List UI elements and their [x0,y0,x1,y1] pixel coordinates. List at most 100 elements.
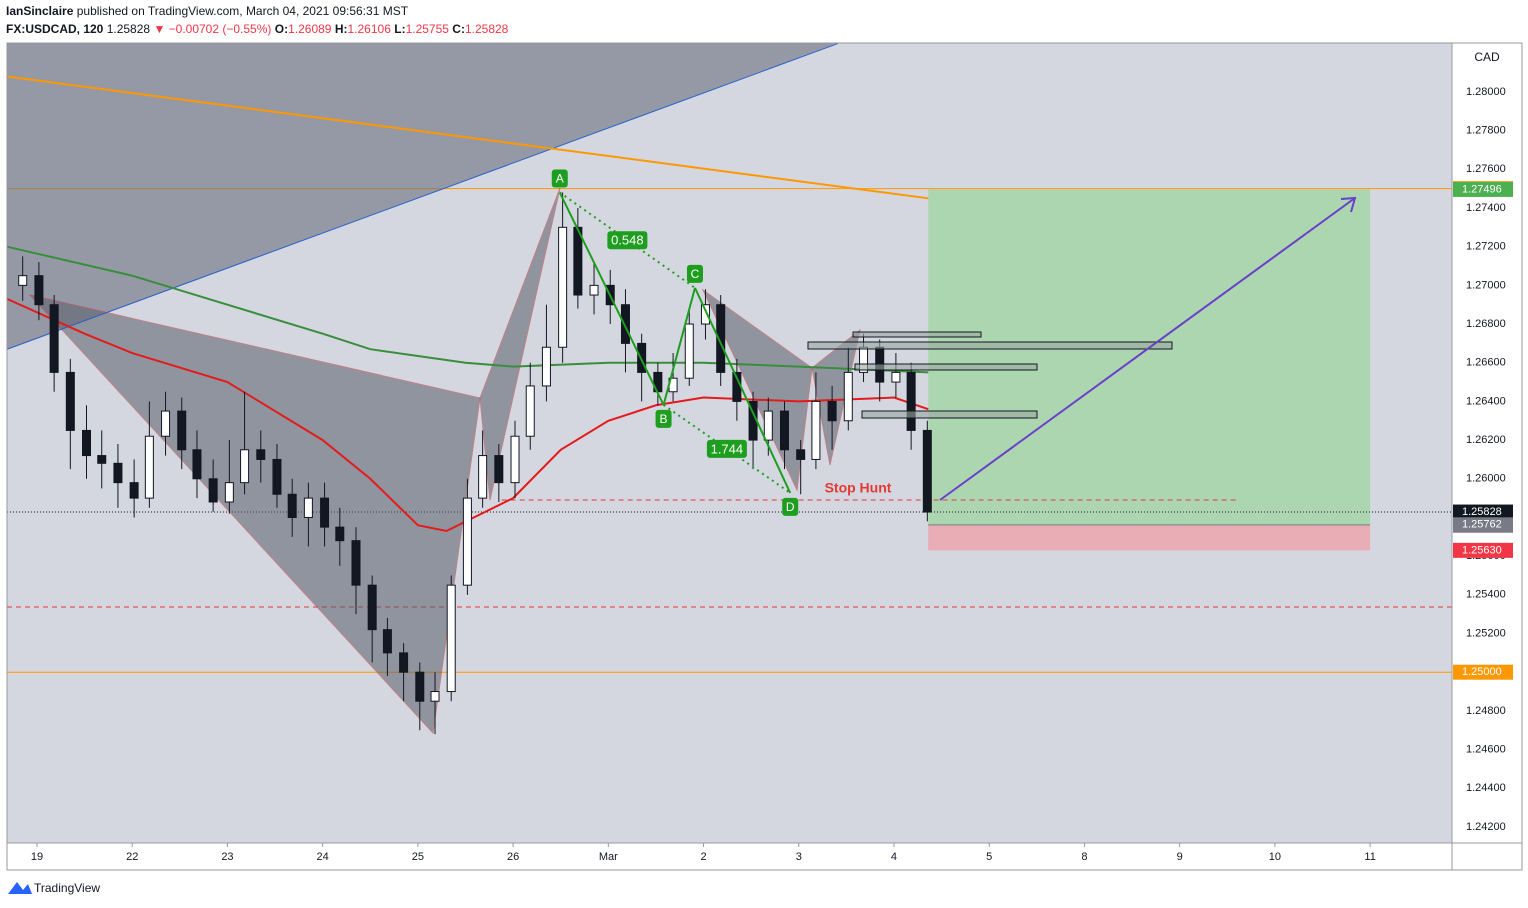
price-tag-label: 1.27496 [1462,183,1502,195]
harmonic-triangle [479,187,561,501]
stop-zone [928,524,1371,551]
candle-body [763,410,773,441]
candle-body [716,304,726,373]
candle-body [478,455,488,499]
point-badge [551,169,568,188]
x-tick-label: 11 [1364,851,1375,863]
ratio-label: 1.744 [711,441,744,456]
point-badge [686,264,703,283]
candle-body [208,478,218,503]
x-tick-label: 25 [412,851,424,863]
ohlc-key: H: [335,22,348,36]
change: ▼ −0.00702 (−0.55%) [153,22,271,36]
price-tag [1453,664,1513,680]
publish-line: IanSinclaire published on TradingView.co… [6,4,409,18]
overlay-line [6,43,838,350]
y-tick-label: 1.27200 [1466,241,1506,253]
price: 1.25828 [107,22,151,36]
y-tick-label: 1.24800 [1466,705,1506,717]
author: IanSinclaire [6,4,74,18]
candle-body [620,304,630,344]
candle-body [303,497,313,518]
x-tick-label: 10 [1269,851,1281,863]
x-tick-label: Mar [599,851,618,863]
candle-body [177,410,187,451]
candle-body [700,304,710,325]
x-tick-label: 26 [507,851,519,863]
candle-body [494,455,504,484]
pattern-leg [558,192,665,406]
candle-body [827,400,837,422]
candle-body [65,371,75,431]
candle-body [589,284,599,296]
x-tick-label: 5 [986,851,992,863]
candle-body [49,304,59,373]
point-label: D [786,500,795,514]
pattern-leg [694,287,792,494]
candle-body [256,449,266,460]
x-tick-label: 3 [796,851,802,863]
candle-body [779,410,789,451]
candle-body [906,371,916,431]
candle-body [525,385,535,437]
y-tick-label: 1.24600 [1466,743,1506,755]
symbol-line: FX:USDCAD, 120 1.25828 ▼ −0.00702 (−0.55… [6,22,509,36]
zone-box [854,363,1038,371]
candle-body [415,671,425,702]
price-tag-label: 1.25828 [1462,506,1502,518]
ohlc-value: 1.25828 [465,22,509,36]
ohlc-key: L: [394,22,405,36]
candle-body [922,429,932,513]
candle-body [18,275,28,286]
candle-body [558,226,568,348]
candle-body [272,458,282,495]
y-tick-label: 1.28000 [1466,86,1506,98]
x-tick-label: 8 [1081,851,1087,863]
candle-body [97,455,107,464]
symbol: FX:USDCAD, 120 [6,22,104,36]
ohlc-key: C: [452,22,465,36]
candle-body [843,371,853,422]
candle-body [320,497,330,528]
candle-body [113,462,123,484]
candle-body [34,275,44,306]
candle-body [891,371,901,383]
price-tag [1453,542,1513,558]
candle-body [192,449,202,480]
y-tick-label: 1.25200 [1466,627,1506,639]
pattern-leg [662,287,696,406]
arrow-head [1340,196,1357,213]
point-label: A [556,172,564,186]
ohlc-value: 1.25755 [406,22,450,36]
x-tick-label: 4 [891,851,897,863]
y-tick-label: 1.26200 [1466,434,1506,446]
ratio-badge [607,231,648,250]
candle-body [161,410,171,437]
point-label: C [691,267,700,281]
candle-body [541,346,551,387]
x-tick-label: 2 [700,851,706,863]
published: published on TradingView.com, March 04, … [77,4,409,18]
point-badge [655,409,672,428]
ohlc-value: 1.26106 [348,22,392,36]
ratio-label: 0.548 [611,233,644,248]
candle-body [382,629,392,654]
zone-box [861,410,1038,419]
annotation: Stop Hunt [825,480,892,496]
plot-layer: 0.548 1.744 A B C D Stop Hunt [6,43,1452,735]
y-tick-label: 1.27800 [1466,125,1506,137]
currency: CAD [1474,50,1500,64]
ohlc-key: O: [275,22,288,36]
y-tick-label: 1.26400 [1466,395,1506,407]
candle-body [399,652,409,673]
x-tick-label: 23 [221,851,233,863]
candle-body [82,429,92,457]
candle-body [144,435,154,499]
y-tick-label: 1.27400 [1466,202,1506,214]
y-tick-label: 1.24200 [1466,821,1506,833]
x-tick-label: 24 [317,851,329,863]
point-label: B [660,412,668,426]
candle-body [240,449,250,484]
price-tag-label: 1.25000 [1462,666,1502,678]
